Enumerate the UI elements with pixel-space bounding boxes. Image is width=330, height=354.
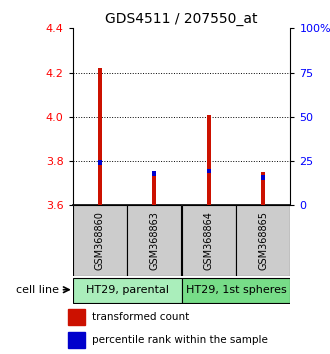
Bar [152,171,156,176]
Bar [207,169,211,173]
Bar [261,172,265,205]
Text: transformed count: transformed count [92,312,189,322]
Bar [152,175,156,205]
Text: HT29, parental: HT29, parental [85,285,169,295]
Bar [73,278,182,303]
Bar [98,160,102,165]
Bar [73,205,127,276]
Text: GSM368864: GSM368864 [204,211,214,270]
Text: percentile rank within the sample: percentile rank within the sample [92,335,268,346]
Text: GSM368860: GSM368860 [95,211,105,270]
Bar [182,278,290,303]
Bar [98,68,102,205]
Title: GDS4511 / 207550_at: GDS4511 / 207550_at [105,12,258,26]
Text: HT29, 1st spheres: HT29, 1st spheres [185,285,286,295]
Bar [261,175,265,180]
Text: cell line: cell line [16,285,59,295]
Bar [207,115,211,205]
Bar [182,205,236,276]
Text: GSM368865: GSM368865 [258,211,268,270]
Bar [68,309,85,325]
Bar [127,205,182,276]
Bar [236,205,290,276]
Text: GSM368863: GSM368863 [149,211,159,270]
Bar [68,332,85,348]
